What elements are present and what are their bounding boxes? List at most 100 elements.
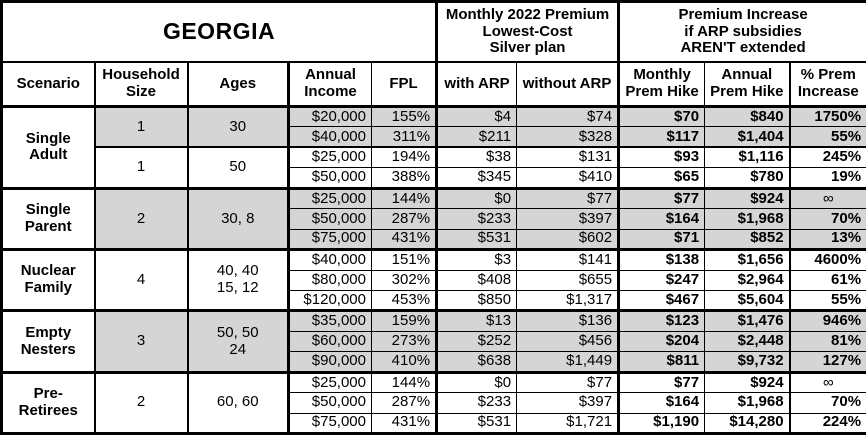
pct-prem-increase-cell: 946%	[789, 309, 866, 332]
ages-cell: 30, 8	[187, 186, 290, 251]
without-arp-cell: $141	[516, 248, 621, 271]
fpl-cell: 388%	[370, 167, 439, 189]
household-size-cell: 2	[94, 370, 189, 435]
with-arp-cell: $0	[436, 186, 518, 210]
without-arp-cell: $77	[516, 370, 621, 394]
monthly-prem-hike-cell: $77	[618, 186, 706, 210]
scenario-cell: Pre- Retirees	[1, 370, 96, 435]
column-header-pct-prem-increase: % Prem Increase	[789, 61, 866, 108]
with-arp-cell: $13	[436, 309, 518, 332]
monthly-prem-hike-cell: $65	[618, 167, 706, 189]
annual-prem-hike-cell: $780	[704, 167, 791, 189]
household-size-cell: 1	[94, 105, 189, 148]
ages-cell: 50, 50 24	[187, 309, 290, 373]
fpl-cell: 302%	[370, 269, 439, 291]
premium-section-header: Monthly 2022 Premium Lowest-Cost Silver …	[436, 1, 621, 63]
ages-cell: 60, 60	[187, 370, 290, 435]
pct-prem-increase-cell: 81%	[789, 330, 866, 353]
column-header-scenario: Scenario	[1, 61, 96, 108]
without-arp-cell: $131	[516, 146, 621, 169]
pct-prem-increase-cell: 70%	[789, 208, 866, 230]
table-row: $90,000 410% $638 $1,449 $811 $9,732 127%	[2, 351, 866, 373]
fpl-cell: 287%	[370, 392, 439, 414]
premium-table-body: Single Adult 1 30 $20,000 155% $4 $74 $70 $840 17…	[1, 104, 866, 435]
annual-prem-hike-cell: $1,968	[704, 392, 791, 414]
household-size-cell: 1	[94, 146, 189, 189]
monthly-prem-hike-cell: $811	[618, 351, 706, 373]
ages-cell: 50	[187, 146, 290, 189]
with-arp-cell: $408	[436, 269, 518, 291]
annual-income-cell: $40,000	[288, 248, 372, 271]
with-arp-cell: $38	[436, 146, 518, 169]
without-arp-cell: $136	[516, 309, 621, 332]
table-row: Empty Nesters 3 50, 50 24 $35,000 159% $13 $13…	[1, 309, 866, 373]
with-arp-cell: $531	[436, 412, 518, 435]
pct-prem-increase-cell: 127%	[789, 351, 866, 373]
monthly-prem-hike-cell: $77	[618, 370, 706, 394]
column-header-monthly-prem-hike: Monthly Prem Hike	[618, 61, 706, 108]
increase-section-header: Premium Increase if ARP subsidies AREN'T…	[618, 1, 866, 63]
annual-income-cell: $50,000	[288, 208, 372, 230]
table-row: Pre- Retirees 2 60, 60 $25,000 144% $0 $77 $77 $…	[1, 370, 866, 435]
pct-prem-increase-cell: 4600%	[789, 248, 866, 271]
with-arp-cell: $211	[436, 126, 518, 148]
annual-prem-hike-cell: $1,476	[704, 309, 791, 332]
table-row: $75,000 431% $531 $1,721 $1,190 $14,280 224%	[2, 412, 866, 435]
fpl-cell: 453%	[370, 289, 439, 312]
without-arp-cell: $456	[516, 330, 621, 353]
table-row: $80,000 302% $408 $655 $247 $2,964 61%	[2, 269, 866, 291]
monthly-prem-hike-cell: $93	[618, 146, 706, 169]
with-arp-cell: $531	[436, 228, 518, 251]
monthly-prem-hike-cell: $138	[618, 248, 706, 271]
pct-prem-increase-cell: 55%	[789, 289, 866, 312]
monthly-prem-hike-cell: $164	[618, 392, 706, 414]
fpl-cell: 144%	[370, 186, 439, 210]
fpl-cell: 151%	[370, 248, 439, 271]
annual-prem-hike-cell: $2,964	[704, 269, 791, 291]
pct-prem-increase-cell: ∞	[789, 370, 866, 394]
annual-income-cell: $25,000	[288, 370, 372, 394]
household-size-cell: 2	[94, 186, 189, 251]
fpl-cell: 431%	[370, 228, 439, 251]
without-arp-cell: $410	[516, 167, 621, 189]
fpl-cell: 287%	[370, 208, 439, 230]
with-arp-cell: $0	[436, 370, 518, 394]
column-header-household-size: Household Size	[94, 61, 189, 108]
annual-income-cell: $20,000	[288, 104, 372, 128]
annual-income-cell: $75,000	[288, 412, 372, 435]
with-arp-cell: $345	[436, 167, 518, 189]
pct-prem-increase-cell: 13%	[789, 228, 866, 251]
table-row: $60,000 273% $252 $456 $204 $2,448 81%	[2, 330, 866, 353]
without-arp-cell: $1,317	[516, 289, 621, 312]
monthly-prem-hike-cell: $1,190	[618, 412, 706, 435]
annual-income-cell: $25,000	[288, 186, 372, 210]
table-row: $50,000 388% $345 $410 $65 $780 19%	[2, 167, 866, 189]
title-row: GEORGIA Monthly 2022 Premium Lowest-Cost…	[0, 1, 866, 63]
pct-prem-increase-cell: 245%	[789, 146, 866, 169]
monthly-prem-hike-cell: $467	[618, 289, 706, 312]
with-arp-cell: $252	[436, 330, 518, 353]
table-row: Single Parent 2 30, 8 $25,000 144% $0 $77 $77 $9…	[1, 186, 866, 251]
without-arp-cell: $77	[516, 186, 621, 210]
table-row: Single Adult 1 30 $20,000 155% $4 $74 $70 $840 17…	[1, 104, 866, 189]
annual-income-cell: $80,000	[288, 269, 372, 291]
annual-prem-hike-cell: $1,404	[704, 126, 791, 148]
without-arp-cell: $397	[516, 392, 621, 414]
pct-prem-increase-cell: ∞	[789, 186, 866, 210]
pct-prem-increase-cell: 70%	[789, 392, 866, 414]
annual-income-cell: $60,000	[288, 330, 372, 353]
annual-prem-hike-cell: $14,280	[704, 412, 791, 435]
annual-prem-hike-cell: $924	[704, 186, 791, 210]
annual-income-cell: $120,000	[288, 289, 372, 312]
with-arp-cell: $850	[436, 289, 518, 312]
table-row: $50,000 287% $233 $397 $164 $1,968 70%	[2, 392, 866, 414]
scenario-cell: Nuclear Family	[1, 248, 96, 312]
pct-prem-increase-cell: 61%	[789, 269, 866, 291]
annual-prem-hike-cell: $852	[704, 228, 791, 251]
pct-prem-increase-cell: 224%	[789, 412, 866, 435]
ages-cell: 40, 40 15, 12	[187, 248, 290, 312]
monthly-prem-hike-cell: $164	[618, 208, 706, 230]
column-header-annual-income: Annual Income	[288, 61, 372, 108]
